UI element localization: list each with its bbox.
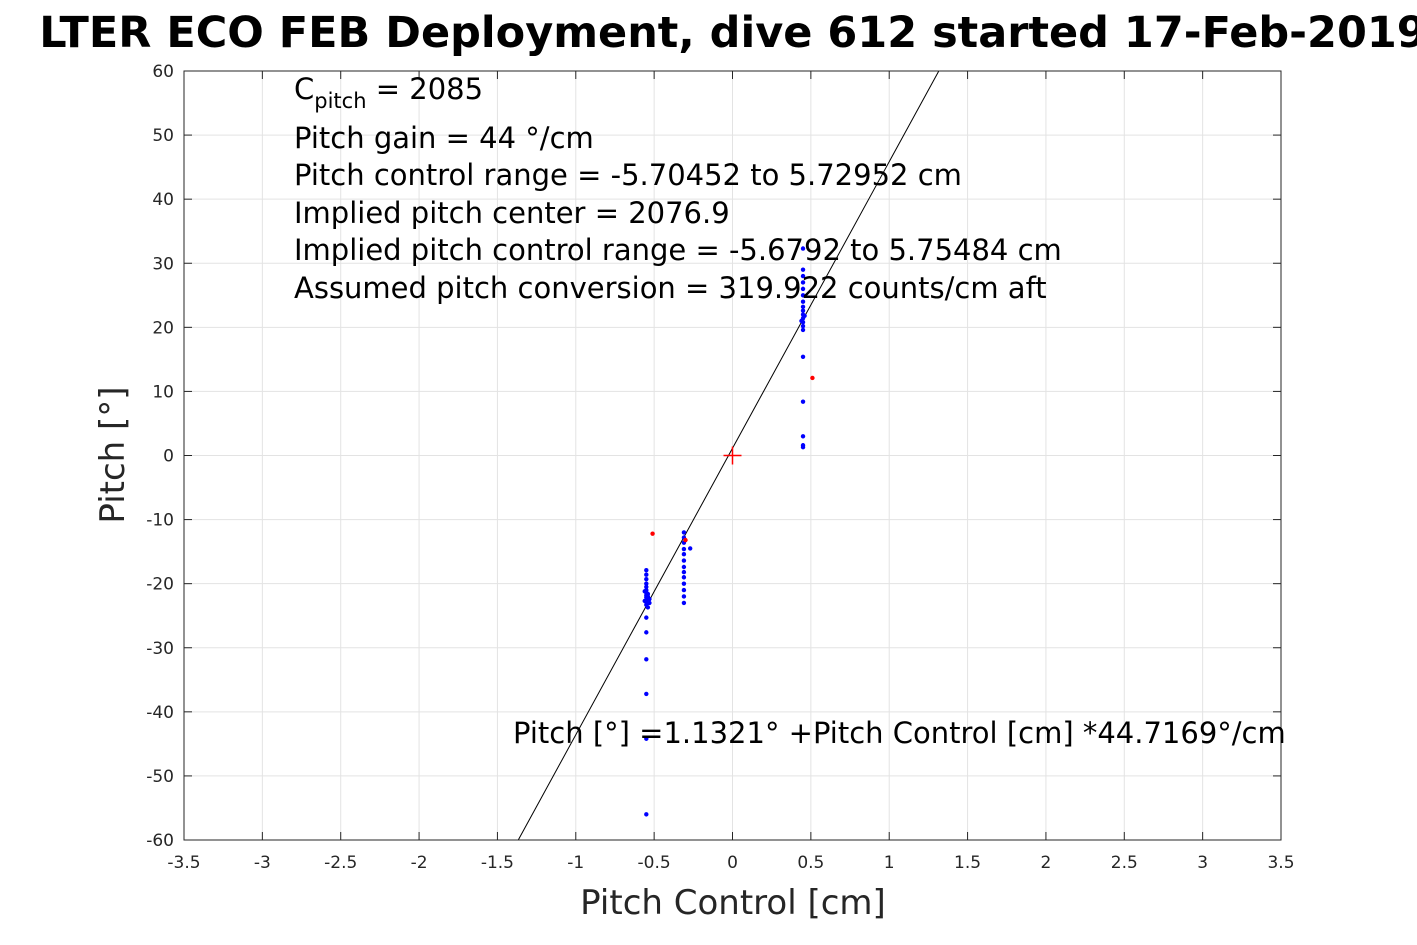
x-tick-label: 0.5	[797, 853, 824, 873]
data-point	[642, 589, 647, 594]
data-point	[644, 812, 649, 817]
fit-equation: Pitch [°] =1.1321° +Pitch Control [cm] *…	[513, 716, 1286, 750]
data-point	[810, 375, 815, 381]
data-point	[800, 293, 806, 298]
y-axis-label: Pitch [°]	[93, 386, 133, 523]
y-tick-label: -50	[146, 767, 174, 787]
annotation-cpitch: Cpitch = 2085	[294, 72, 483, 113]
data-point	[645, 605, 651, 610]
data-point	[644, 657, 649, 662]
data-point	[681, 594, 687, 599]
data-point	[800, 354, 806, 360]
data-point	[681, 530, 687, 535]
axis-ticks: -3.5 -3 -2.5 -2 -1.5 -1 -0.5 0 0.5 1 1.5 2 2.5 3 3.5 -6…	[146, 62, 1294, 873]
annotation-line-2: Pitch control range = -5.70452 to 5.7295…	[294, 158, 962, 192]
data-point	[647, 600, 652, 606]
x-tick-label: -1	[567, 853, 584, 873]
y-tick-label: -10	[146, 511, 174, 531]
y-tick-label: -40	[146, 703, 174, 723]
data-points	[642, 246, 815, 817]
data-point	[681, 564, 687, 570]
y-tick-label: 60	[152, 62, 174, 82]
data-point	[800, 246, 806, 251]
data-point	[681, 569, 687, 575]
grid	[184, 71, 1281, 840]
data-point	[800, 286, 806, 292]
annotation-line-1: Pitch gain = 44 °/cm	[294, 121, 594, 155]
data-point	[681, 551, 687, 557]
data-point	[799, 318, 804, 324]
x-tick-label: -3.5	[167, 853, 200, 873]
x-tick-label: 1	[884, 853, 895, 873]
data-point	[650, 531, 655, 536]
annotation-cpitch-value: = 2085	[367, 72, 484, 106]
data-point	[800, 304, 806, 310]
x-tick-label: -2	[411, 853, 428, 873]
x-tick-label: 2	[1041, 853, 1052, 873]
data-point	[644, 572, 649, 577]
y-tick-label: -20	[146, 575, 174, 595]
center-marker-group	[723, 446, 742, 465]
x-tick-label: 3	[1197, 853, 1208, 873]
data-point	[800, 444, 806, 450]
y-tick-label: 40	[152, 190, 174, 210]
data-point	[681, 581, 687, 586]
data-point	[687, 546, 693, 551]
data-point	[800, 299, 806, 304]
data-point	[681, 575, 687, 580]
data-point	[644, 736, 649, 741]
data-point	[645, 591, 651, 597]
annotation-cpitch-sub: pitch	[314, 89, 366, 113]
x-tick-label: 2.5	[1111, 853, 1138, 873]
data-point	[681, 600, 687, 606]
annotation-line-4: Implied pitch control range = -5.6792 to…	[294, 233, 1062, 267]
data-point	[800, 399, 806, 404]
data-point	[647, 596, 652, 602]
annotation-line-3: Implied pitch center = 2076.9	[294, 196, 730, 230]
x-tick-label: -1.5	[481, 853, 514, 873]
y-tick-label: 20	[152, 318, 174, 338]
data-point	[644, 581, 649, 586]
data-point	[800, 323, 806, 329]
x-tick-label: 1.5	[954, 853, 981, 873]
x-tick-label: -0.5	[638, 853, 671, 873]
x-axis-label: Pitch Control [cm]	[580, 883, 886, 923]
annotation-cpitch-main: C	[294, 72, 314, 106]
data-point	[800, 273, 806, 279]
data-point	[644, 584, 649, 590]
y-tick-label: 30	[152, 254, 174, 274]
y-tick-label: 0	[163, 447, 174, 467]
y-tick-label: 50	[152, 126, 174, 146]
data-point	[800, 280, 806, 285]
data-point	[644, 615, 649, 620]
data-point	[644, 630, 649, 635]
data-point	[681, 587, 687, 593]
data-point	[800, 308, 806, 313]
y-tick-label: -30	[146, 639, 174, 659]
x-tick-label: 0	[727, 853, 738, 873]
y-tick-label: 10	[152, 382, 174, 402]
x-tick-label: -3	[254, 853, 271, 873]
chart-title: LTER ECO FEB Deployment, dive 612 starte…	[39, 8, 1417, 58]
data-point	[800, 267, 806, 272]
data-point	[642, 598, 647, 604]
x-tick-label: 3.5	[1267, 853, 1294, 873]
data-point	[683, 537, 688, 543]
data-point	[644, 568, 649, 573]
data-point	[644, 576, 649, 582]
data-point	[802, 313, 807, 318]
y-tick-label: -60	[146, 831, 174, 851]
data-point	[644, 691, 649, 697]
data-point	[681, 546, 687, 552]
x-tick-label: -2.5	[324, 853, 357, 873]
data-point	[800, 327, 806, 333]
annotation-line-5: Assumed pitch conversion = 319.922 count…	[294, 271, 1047, 305]
data-point	[681, 558, 687, 563]
data-point	[800, 434, 806, 439]
